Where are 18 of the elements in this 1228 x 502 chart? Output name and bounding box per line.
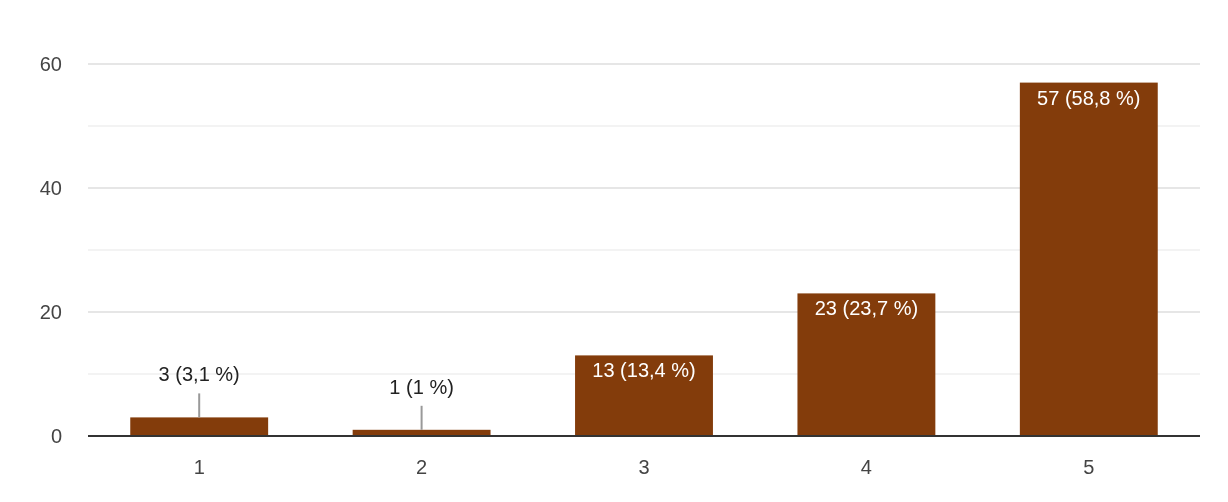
bar (575, 355, 713, 436)
data-label: 1 (1 %) (389, 375, 454, 398)
bar (797, 293, 936, 436)
x-tick-label: 1 (193, 456, 205, 478)
data-label: 13 (13,4 %) (592, 359, 696, 382)
x-tick-label: 3 (638, 456, 650, 478)
bar (130, 417, 269, 436)
x-tick-label: 2 (416, 456, 428, 478)
y-tick-label: 0 (50, 425, 62, 447)
bar (1019, 82, 1158, 436)
y-tick-label: 40 (39, 177, 62, 199)
data-label: 57 (58,8 %) (1037, 86, 1141, 109)
x-tick-label: 5 (1083, 456, 1095, 478)
y-tick-label: 60 (39, 53, 62, 75)
y-tick-label: 20 (39, 301, 62, 323)
x-tick-label: 4 (860, 456, 872, 478)
data-label: 3 (3,1 %) (158, 363, 240, 386)
data-label: 23 (23,7 %) (814, 297, 919, 320)
